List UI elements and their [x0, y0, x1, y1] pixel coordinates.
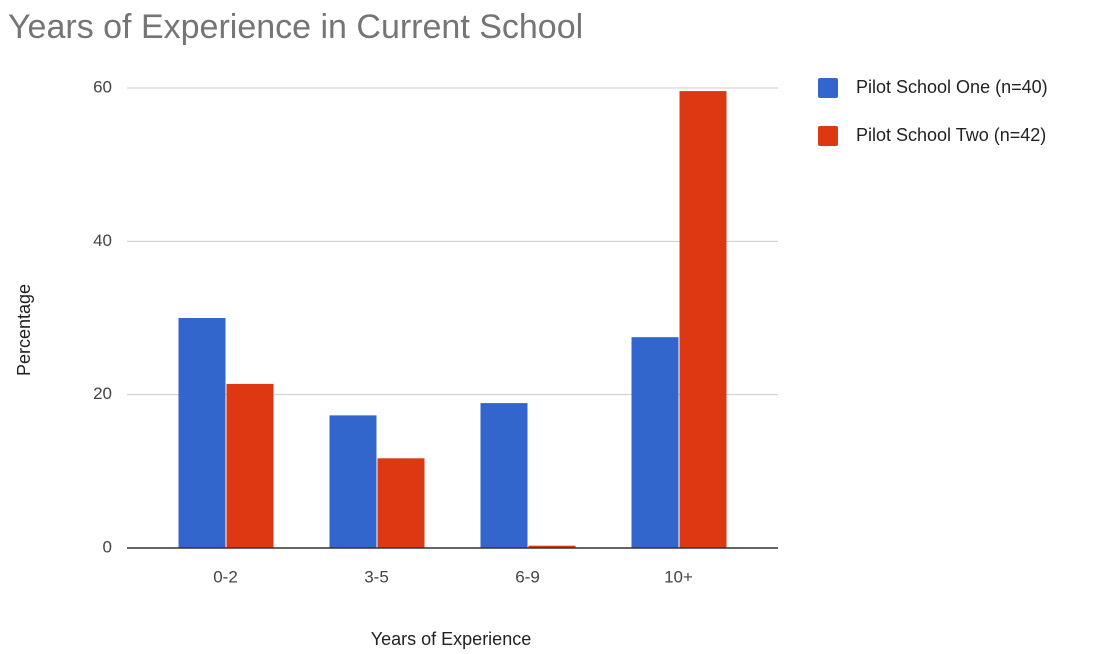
bar	[528, 545, 576, 548]
x-tick-label: 0-2	[213, 567, 238, 586]
y-tick-label: 60	[93, 77, 112, 96]
x-tick-label: 6-9	[515, 567, 540, 586]
legend-swatch	[818, 126, 838, 146]
bar	[480, 403, 528, 548]
chart-title: Years of Experience in Current School	[8, 8, 583, 46]
legend-label: Pilot School Two (n=42)	[856, 125, 1046, 145]
legend-swatch	[818, 78, 838, 98]
y-tick-label: 40	[93, 231, 112, 250]
x-axis-title: Years of Experience	[371, 629, 531, 649]
bar	[178, 318, 226, 548]
y-axis-title: Percentage	[14, 284, 34, 376]
x-tick-label: 3-5	[364, 567, 389, 586]
x-tick-label: 10+	[664, 567, 693, 586]
bar	[377, 458, 425, 548]
bar	[226, 383, 274, 548]
y-tick-label: 0	[103, 537, 112, 556]
y-tick-label: 20	[93, 384, 112, 403]
bar	[329, 415, 377, 548]
bar	[679, 91, 727, 549]
bar	[631, 337, 679, 548]
legend-label: Pilot School One (n=40)	[856, 77, 1048, 97]
